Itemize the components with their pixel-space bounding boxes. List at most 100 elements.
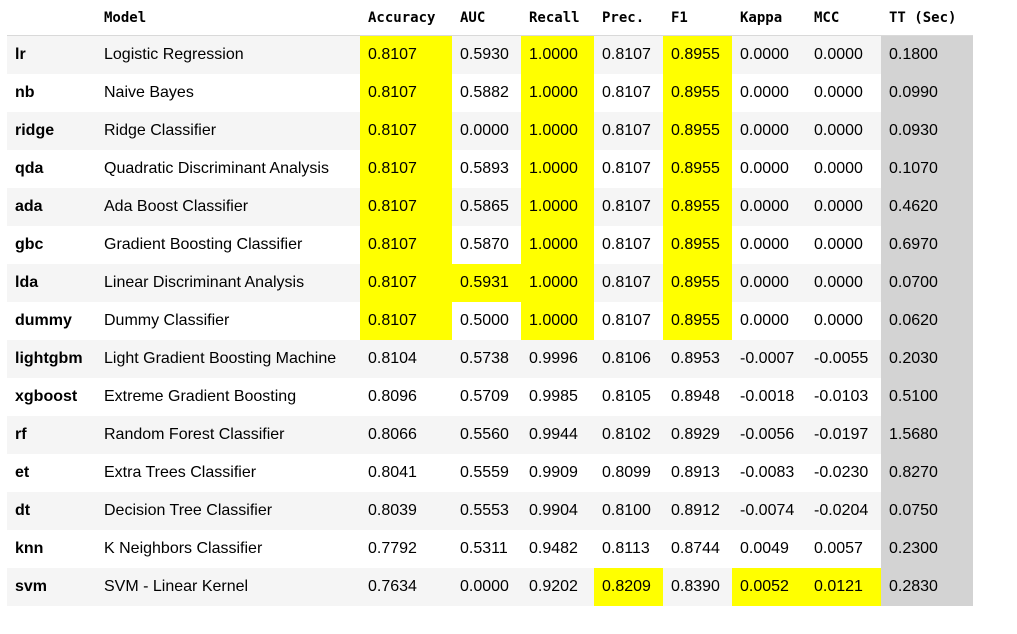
row-index: dt [7,492,96,530]
header-recall: Recall [521,0,594,36]
cell-mcc: -0.0103 [806,378,881,416]
table-row: knn K Neighbors Classifier 0.7792 0.5311 0.9… [7,530,973,568]
cell-tt: 0.0750 [881,492,973,530]
cell-f1: 0.8955 [663,112,732,150]
cell-tt: 0.0990 [881,74,973,112]
row-index: dummy [7,302,96,340]
cell-accuracy: 0.8039 [360,492,452,530]
header-row: Model Accuracy AUC Recall Prec. F1 Kappa… [7,0,973,36]
header-kappa: Kappa [732,0,806,36]
cell-recall: 1.0000 [521,264,594,302]
cell-model: SVM - Linear Kernel [96,568,360,606]
cell-accuracy: 0.8107 [360,188,452,226]
cell-recall: 0.9985 [521,378,594,416]
row-index: rf [7,416,96,454]
cell-accuracy: 0.8107 [360,35,452,74]
table-row: et Extra Trees Classifier 0.8041 0.5559 0.99… [7,454,973,492]
cell-accuracy: 0.8096 [360,378,452,416]
cell-prec: 0.8105 [594,378,663,416]
cell-f1: 0.8955 [663,35,732,74]
cell-tt: 0.2030 [881,340,973,378]
cell-auc: 0.5000 [452,302,521,340]
cell-accuracy: 0.8107 [360,226,452,264]
cell-recall: 0.9944 [521,416,594,454]
table-row: lightgbm Light Gradient Boosting Machine 0… [7,340,973,378]
cell-prec: 0.8107 [594,35,663,74]
cell-auc: 0.5865 [452,188,521,226]
cell-accuracy: 0.8066 [360,416,452,454]
cell-accuracy: 0.8107 [360,302,452,340]
cell-f1: 0.8913 [663,454,732,492]
cell-mcc: -0.0204 [806,492,881,530]
table-row: qda Quadratic Discriminant Analysis 0.8107… [7,150,973,188]
cell-kappa: 0.0000 [732,35,806,74]
cell-mcc: 0.0000 [806,35,881,74]
cell-model: Logistic Regression [96,35,360,74]
cell-auc: 0.0000 [452,112,521,150]
cell-mcc: 0.0000 [806,264,881,302]
cell-accuracy: 0.8107 [360,112,452,150]
cell-mcc: 0.0000 [806,302,881,340]
cell-model: Light Gradient Boosting Machine [96,340,360,378]
row-index: et [7,454,96,492]
cell-prec: 0.8100 [594,492,663,530]
cell-recall: 0.9904 [521,492,594,530]
cell-recall: 1.0000 [521,35,594,74]
table-row: rf Random Forest Classifier 0.8066 0.5560 0.… [7,416,973,454]
cell-mcc: 0.0057 [806,530,881,568]
cell-auc: 0.5709 [452,378,521,416]
cell-f1: 0.8953 [663,340,732,378]
header-mcc: MCC [806,0,881,36]
table-row: ada Ada Boost Classifier 0.8107 0.5865 1.000… [7,188,973,226]
cell-tt: 0.1800 [881,35,973,74]
header-auc: AUC [452,0,521,36]
cell-tt: 1.5680 [881,416,973,454]
cell-f1: 0.8948 [663,378,732,416]
model-comparison-table: Model Accuracy AUC Recall Prec. F1 Kappa… [7,0,973,606]
cell-mcc: 0.0121 [806,568,881,606]
table-body: lr Logistic Regression 0.8107 0.5930 1.0000 0… [7,35,973,606]
cell-mcc: 0.0000 [806,74,881,112]
table-row: lr Logistic Regression 0.8107 0.5930 1.0000 0… [7,35,973,74]
cell-accuracy: 0.7792 [360,530,452,568]
cell-kappa: 0.0052 [732,568,806,606]
cell-model: Gradient Boosting Classifier [96,226,360,264]
cell-model: Ridge Classifier [96,112,360,150]
table-row: ridge Ridge Classifier 0.8107 0.0000 1.0000 0… [7,112,973,150]
cell-recall: 1.0000 [521,74,594,112]
row-index: nb [7,74,96,112]
cell-prec: 0.8102 [594,416,663,454]
cell-model: Random Forest Classifier [96,416,360,454]
cell-model: Extreme Gradient Boosting [96,378,360,416]
cell-model: Decision Tree Classifier [96,492,360,530]
cell-recall: 1.0000 [521,150,594,188]
cell-kappa: -0.0074 [732,492,806,530]
cell-model: Naive Bayes [96,74,360,112]
cell-prec: 0.8107 [594,112,663,150]
cell-auc: 0.5893 [452,150,521,188]
cell-kappa: 0.0000 [732,226,806,264]
row-index: ridge [7,112,96,150]
header-model: Model [96,0,360,36]
row-index: knn [7,530,96,568]
row-index: qda [7,150,96,188]
table-header: Model Accuracy AUC Recall Prec. F1 Kappa… [7,0,973,36]
cell-accuracy: 0.8041 [360,454,452,492]
cell-prec: 0.8209 [594,568,663,606]
row-index: lightgbm [7,340,96,378]
cell-tt: 0.0930 [881,112,973,150]
cell-recall: 0.9482 [521,530,594,568]
header-index [7,0,96,36]
cell-tt: 0.6970 [881,226,973,264]
row-index: xgboost [7,378,96,416]
cell-auc: 0.5931 [452,264,521,302]
row-index: lr [7,35,96,74]
cell-kappa: 0.0000 [732,188,806,226]
cell-kappa: 0.0049 [732,530,806,568]
cell-prec: 0.8107 [594,74,663,112]
cell-tt: 0.0620 [881,302,973,340]
cell-auc: 0.0000 [452,568,521,606]
cell-tt: 0.8270 [881,454,973,492]
cell-prec: 0.8107 [594,264,663,302]
cell-auc: 0.5738 [452,340,521,378]
